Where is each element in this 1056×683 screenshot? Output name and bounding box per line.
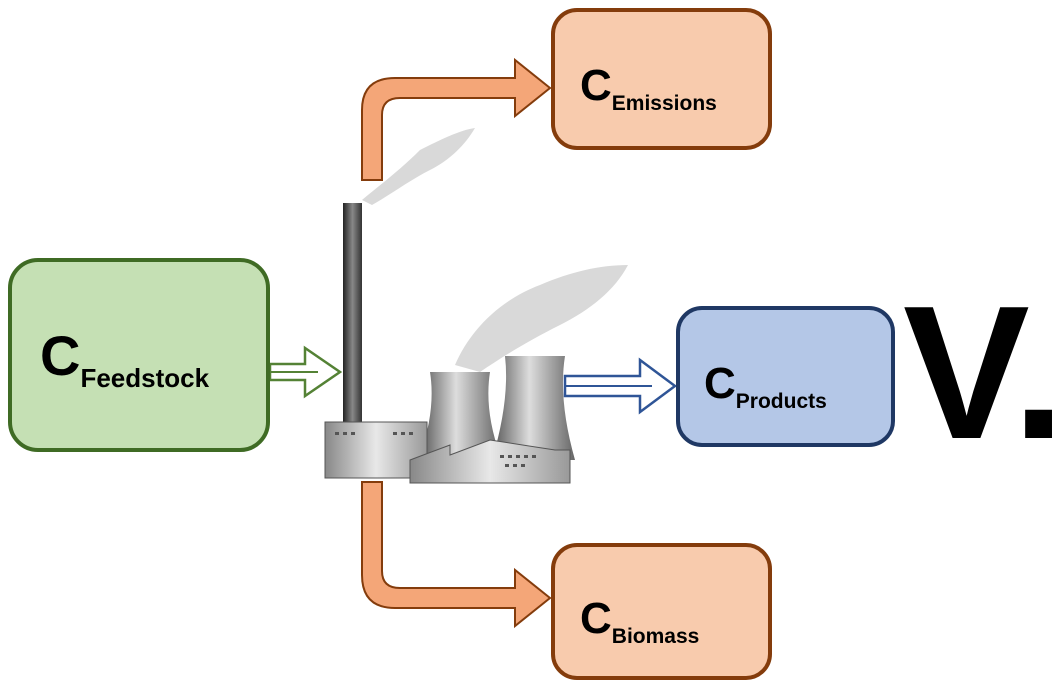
biomass-box (551, 543, 772, 680)
building (409, 439, 571, 484)
feedstock-box (8, 258, 270, 452)
symbol: C (580, 61, 612, 110)
emissions-label: CEmissions (580, 61, 717, 115)
subscript: Products (736, 390, 827, 413)
emissions-box (551, 8, 772, 150)
emissions-arrow (361, 57, 552, 181)
smoke (455, 265, 628, 372)
biomass-arrow (361, 481, 552, 629)
feedstock-label: CFeedstock (40, 324, 210, 393)
products-box (676, 306, 895, 447)
symbol: C (40, 324, 80, 387)
chimney (343, 203, 362, 425)
symbol: C (704, 359, 736, 408)
cooling-tower (420, 372, 500, 455)
windows (335, 432, 536, 467)
big-label: V. (903, 267, 1056, 479)
subscript: Biomass (612, 625, 700, 648)
subscript: Emissions (612, 92, 717, 115)
symbol: C (580, 594, 612, 643)
biomass-label: CBiomass (580, 594, 699, 648)
products-label: CProducts (704, 359, 827, 413)
subscript: Feedstock (80, 363, 209, 393)
cooling-tower (492, 356, 575, 460)
smoke (362, 128, 475, 205)
